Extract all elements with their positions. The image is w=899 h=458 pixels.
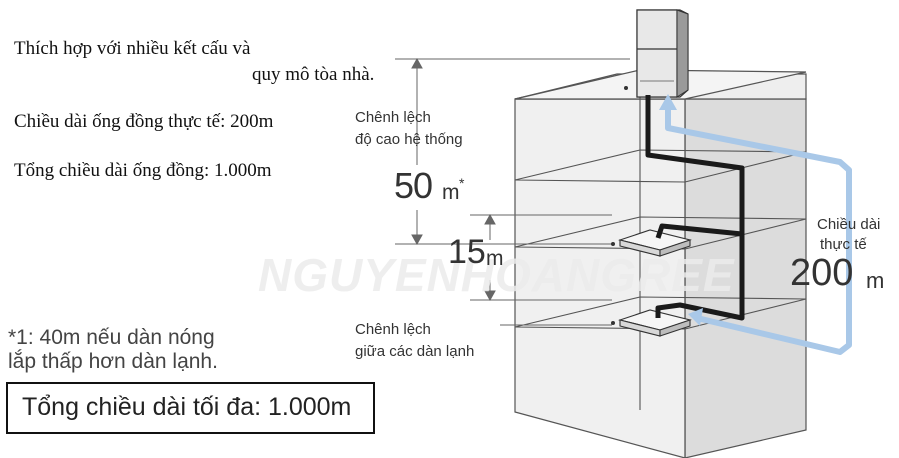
indoor-diff-label-1: Chênh lệch	[355, 321, 431, 338]
refrigerant-pipe	[645, 95, 745, 321]
height-diff-value: 50	[394, 165, 433, 206]
actual-length-label-2: thực tế	[820, 236, 867, 253]
watermark: NGUYENHOANGREE	[258, 249, 735, 301]
arrow-head-bottom	[688, 308, 703, 326]
arrow-head-top	[659, 94, 677, 110]
height-diff-unit: m	[442, 181, 460, 204]
total-pipe-length-text: Tổng chiều dài ống đồng: 1.000m	[14, 160, 272, 181]
max-length-box	[6, 382, 375, 434]
actual-length-arrow	[665, 105, 852, 355]
footnote-line-2: lắp thấp hơn dàn lạnh.	[8, 350, 218, 373]
indoor-unit-upper	[618, 229, 692, 257]
height-diff-footnote-mark: *	[459, 175, 465, 191]
actual-length-value: 200	[790, 252, 854, 294]
refrigerant-pipe-branch	[655, 223, 743, 239]
dimension-lines	[395, 57, 630, 326]
height-diff-label-2: độ cao hệ thống	[355, 131, 463, 148]
indoor-diff-unit: m	[486, 247, 504, 270]
actual-pipe-length-text: Chiều dài ống đồng thực tế: 200m	[14, 111, 274, 132]
max-length-label: Tổng chiều dài tối đa: 1.000m	[22, 393, 352, 421]
outdoor-unit	[636, 9, 689, 98]
intro-line-1: Thích hợp với nhiều kết cấu và	[14, 38, 251, 59]
footnote-line-1: *1: 40m nếu dàn nóng	[8, 326, 215, 349]
actual-length-unit: m	[866, 268, 885, 293]
indoor-unit-lower	[618, 309, 692, 337]
actual-length-label-1: Chiều dài	[817, 216, 881, 233]
intro-line-2: quy mô tòa nhà.	[252, 64, 375, 85]
indoor-diff-value: 15	[448, 233, 486, 271]
indoor-diff-label-2: giữa các dàn lạnh	[355, 343, 475, 360]
height-diff-label-1: Chênh lệch	[355, 109, 431, 126]
